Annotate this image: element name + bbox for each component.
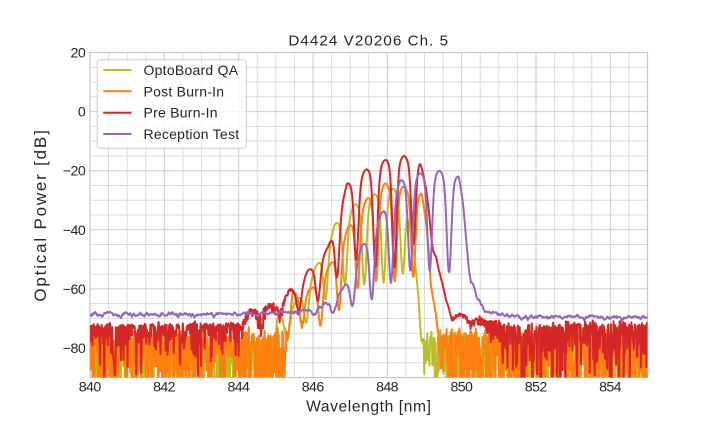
svg-text:848: 848: [376, 380, 399, 396]
svg-text:842: 842: [153, 380, 176, 396]
svg-text:850: 850: [450, 380, 473, 396]
svg-text:OptoBoard QA: OptoBoard QA: [144, 62, 239, 78]
svg-text:−80: −80: [63, 341, 86, 357]
svg-text:854: 854: [599, 380, 622, 396]
svg-text:−20: −20: [63, 164, 86, 180]
svg-text:Post Burn-In: Post Burn-In: [144, 83, 225, 99]
svg-text:Wavelength [nm]: Wavelength [nm]: [306, 399, 431, 416]
svg-text:−40: −40: [63, 223, 86, 239]
svg-text:0: 0: [78, 105, 86, 121]
svg-text:852: 852: [525, 380, 548, 396]
svg-text:846: 846: [302, 380, 325, 396]
svg-text:20: 20: [71, 46, 86, 62]
svg-text:Optical Power [dB]: Optical Power [dB]: [31, 128, 50, 301]
svg-text:Pre Burn-In: Pre Burn-In: [144, 105, 218, 121]
svg-text:Reception Test: Reception Test: [144, 126, 240, 142]
svg-text:844: 844: [227, 380, 250, 396]
svg-text:−60: −60: [63, 282, 86, 298]
svg-text:D4424 V20206 Ch. 5: D4424 V20206 Ch. 5: [288, 32, 449, 49]
svg-text:840: 840: [79, 380, 102, 396]
